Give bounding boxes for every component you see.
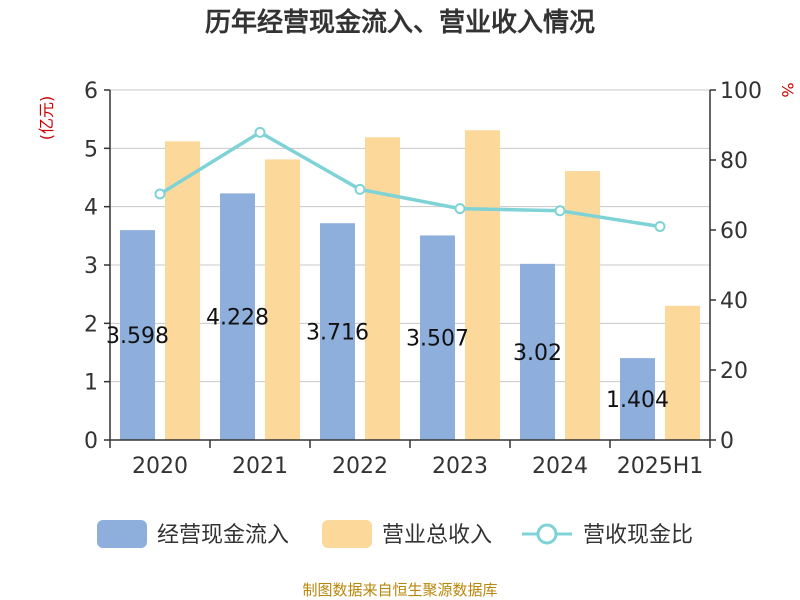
right-axis-unit: % xyxy=(778,82,797,97)
chart-title: 历年经营现金流入、营业收入情况 xyxy=(205,7,595,38)
ratio-point xyxy=(254,126,266,138)
left-axis-tick-label: 1 xyxy=(84,371,98,396)
left-axis-tick-label: 6 xyxy=(84,79,98,104)
bar-cash-inflow xyxy=(420,235,455,440)
bar-cash-inflow xyxy=(620,358,655,440)
left-axis-tick-label: 0 xyxy=(84,429,98,454)
x-axis-tick-label: 2022 xyxy=(332,454,388,479)
data-label-cash-inflow: 3.598 xyxy=(106,324,169,349)
data-label-cash-inflow: 1.404 xyxy=(606,388,669,413)
left-axis-tick-label: 5 xyxy=(84,137,98,162)
data-label-cash-inflow: 3.02 xyxy=(513,341,562,366)
right-axis-tick-label: 0 xyxy=(720,429,734,454)
right-axis-tick-label: 40 xyxy=(720,289,748,314)
data-label-cash-inflow: 3.507 xyxy=(406,327,469,352)
bar-revenue xyxy=(665,305,700,440)
bar-cash-inflow xyxy=(520,263,555,440)
x-axis-tick-label: 2024 xyxy=(532,454,588,479)
ratio-line-path xyxy=(159,130,661,229)
bar-cash-inflow xyxy=(120,230,155,440)
ratio-point xyxy=(354,183,366,195)
legend-label-ratio: 营收现金比 xyxy=(583,523,693,548)
ratio-line xyxy=(154,126,666,232)
right-axis-tick-label: 100 xyxy=(720,79,762,104)
ratio-point xyxy=(454,203,466,215)
left-axis-tick-label: 2 xyxy=(84,312,98,337)
bar-revenue xyxy=(265,159,300,440)
ratio-point xyxy=(554,205,566,217)
data-label-cash-inflow: 4.228 xyxy=(206,306,269,331)
data-label-cash-inflow: 3.716 xyxy=(306,321,369,346)
bar-revenue xyxy=(465,130,500,440)
right-axis-tick-label: 20 xyxy=(720,359,748,384)
gridlines xyxy=(110,89,710,383)
bar-revenue xyxy=(165,141,200,441)
right-axis-tick-label: 60 xyxy=(720,219,748,244)
x-axis-tick-label: 2021 xyxy=(232,454,288,479)
ratio-point xyxy=(654,221,666,232)
bar-cash-inflow xyxy=(320,223,355,440)
right-axis-tick-label: 80 xyxy=(720,149,748,174)
legend-swatch-revenue xyxy=(322,520,372,548)
x-axis-tick-label: 2025H1 xyxy=(617,454,704,479)
data-labels: 3.598 4.228 3.716 3.507 3.02 1.404 xyxy=(106,306,669,413)
x-axis-tick-label: 2023 xyxy=(432,454,488,479)
ratio-point xyxy=(154,188,166,200)
legend-label-cash-inflow: 经营现金流入 xyxy=(157,523,289,548)
legend: 经营现金流入 营业总收入 营收现金比 xyxy=(97,520,693,548)
legend-label-revenue: 营业总收入 xyxy=(382,523,492,548)
bars xyxy=(120,130,700,441)
x-axis-tick-label: 2020 xyxy=(132,454,188,479)
left-axis-tick-label: 4 xyxy=(84,196,98,221)
source-note: 制图数据来自恒生聚源数据库 xyxy=(302,581,497,599)
left-axis-unit: (亿元) xyxy=(37,96,56,141)
left-axis-tick-label: 3 xyxy=(84,254,98,279)
bar-cash-inflow xyxy=(220,193,255,440)
bar-revenue xyxy=(365,137,400,440)
legend-swatch-ratio-marker xyxy=(536,523,558,545)
legend-swatch-cash-inflow xyxy=(97,520,147,548)
